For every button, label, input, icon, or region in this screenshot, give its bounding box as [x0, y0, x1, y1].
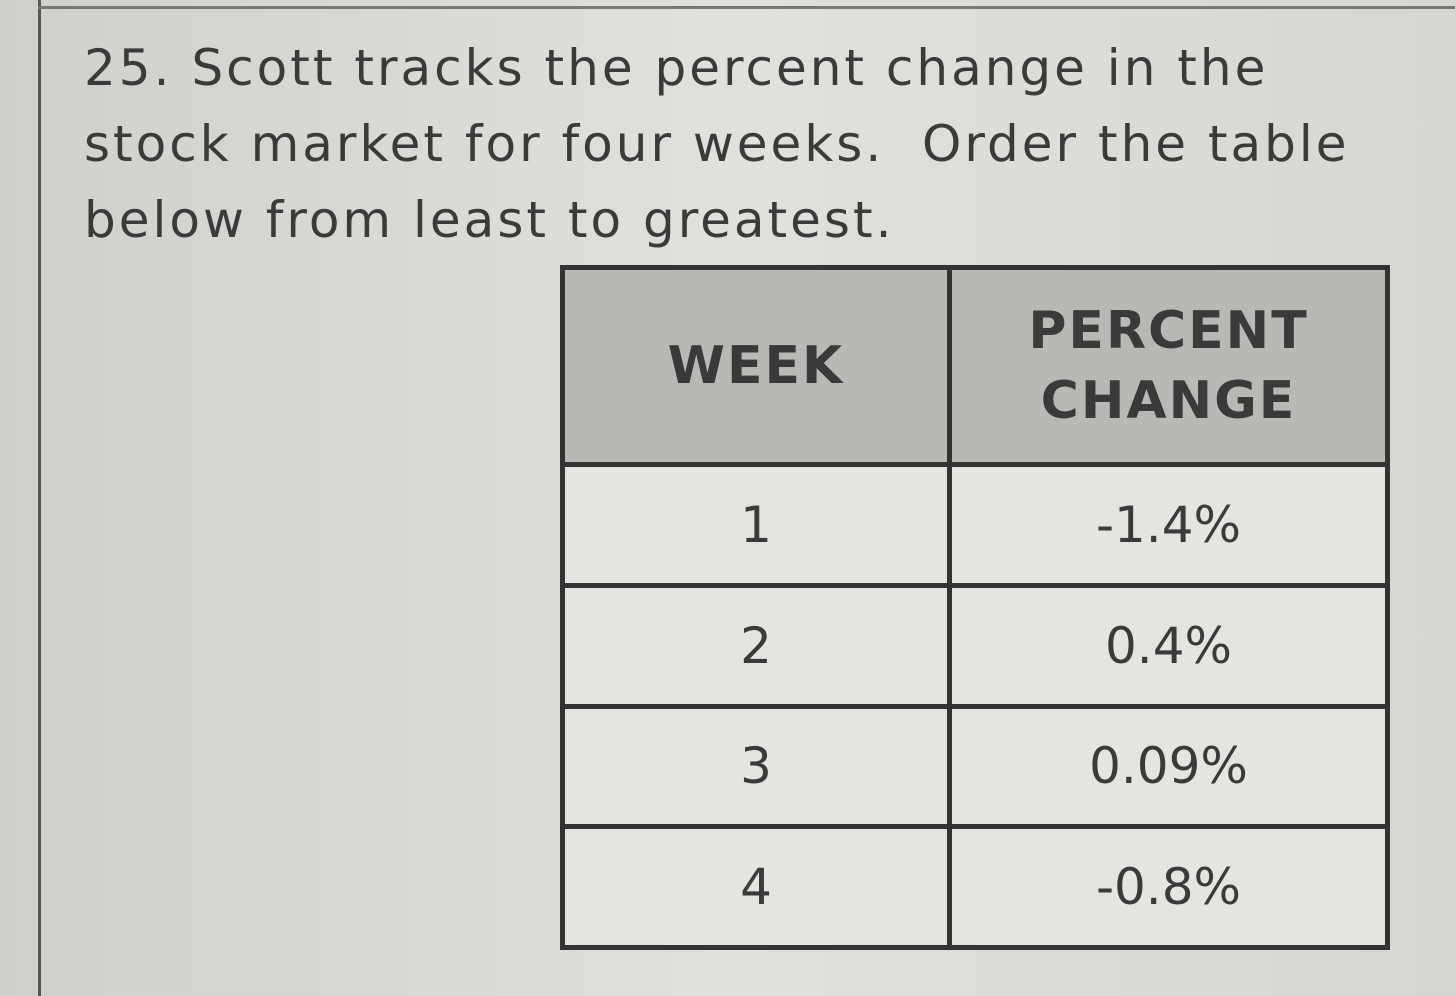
week-cell: 1 — [560, 462, 952, 588]
percent-cell: 0.09% — [947, 703, 1390, 830]
question-line: below from least to greatest. — [84, 182, 1350, 258]
header-row: WEEK PERCENT CHANGE — [560, 265, 1390, 467]
table-row: 3 0.09% — [560, 703, 1390, 830]
margin-line — [38, 0, 41, 996]
column-header: WEEK — [560, 265, 952, 467]
week-cell: 3 — [560, 703, 952, 830]
week-cell: 2 — [560, 582, 952, 709]
table-row: 1 -1.4% — [560, 462, 1390, 588]
question-number: 25. — [84, 39, 173, 97]
week-cell: 4 — [560, 824, 952, 950]
table-row: 4 -0.8% — [560, 824, 1390, 950]
question-text: Scott tracks the percent change in the — [191, 39, 1269, 97]
question-line: 25. Scott tracks the percent change in t… — [84, 30, 1350, 106]
percent-cell: 0.4% — [947, 582, 1390, 709]
percent-change-table: WEEK PERCENT CHANGE 1 -1.4% 2 0.4% 3 0.09% 4 -0.… — [560, 265, 1390, 950]
question-text: below from least to greatest. — [84, 191, 895, 249]
percent-cell: -0.8% — [947, 824, 1390, 950]
question: 25. Scott tracks the percent change in t… — [84, 30, 1350, 258]
top-line — [38, 6, 1455, 9]
column-header: PERCENT CHANGE — [947, 265, 1390, 467]
question-text: stock market for four weeks. Order the t… — [84, 115, 1350, 173]
question-line: stock market for four weeks. Order the t… — [84, 106, 1350, 182]
table-row: 2 0.4% — [560, 582, 1390, 709]
percent-cell: -1.4% — [947, 462, 1390, 588]
